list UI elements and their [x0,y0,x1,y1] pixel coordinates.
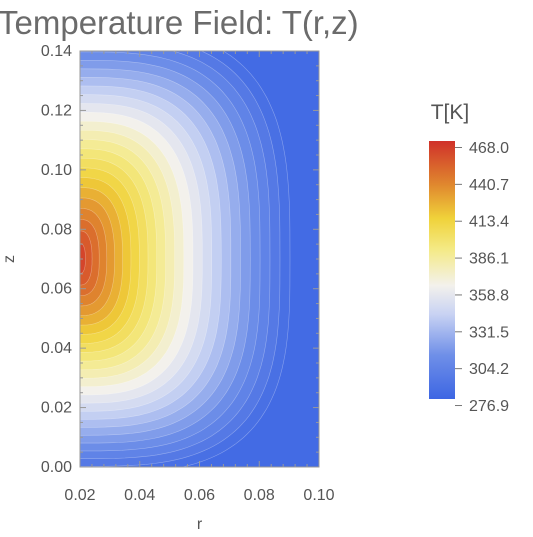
colorbar-tick-label: 413.4 [469,214,509,231]
y-tick-label: 0.08 [41,221,72,238]
y-tick-labels: 0.00 0.02 0.04 0.06 0.08 0.10 0.12 0.14 [41,43,72,476]
x-tick-label: 0.06 [184,487,215,504]
x-tick-label: 0.10 [303,487,334,504]
y-tick-label: 0.14 [41,43,72,60]
contour-band [80,243,86,274]
colorbar-tick-label: 331.5 [469,324,509,341]
x-tick-label: 0.02 [64,487,95,504]
y-tick-label: 0.04 [41,340,72,357]
colorbar-title: T[K] [431,101,470,124]
y-axis-label: z [1,255,18,263]
x-axis-label: r [197,516,203,533]
colorbar-tick-label: 440.7 [469,177,509,194]
y-tick-label: 0.12 [41,102,72,119]
colorbar-tick-label: 276.9 [469,398,509,415]
colorbar-ticks [455,147,462,407]
chart-title: Temperature Field: T(r,z) [0,4,359,41]
colorbar-tick-label: 386.1 [469,251,509,268]
y-tick-label: 0.02 [41,400,72,417]
colorbar-tick-label: 358.8 [469,287,509,304]
x-tick-labels: 0.02 0.04 0.06 0.08 0.10 [64,487,334,504]
colorbar-legend: T[K] 468.0 440.7 413.4 386.1 358.8 331.5… [429,101,509,415]
y-tick-label: 0.06 [41,281,72,298]
colorbar [429,141,455,399]
y-tick-label: 0.10 [41,162,72,179]
temperature-field [80,51,319,467]
x-tick-label: 0.04 [124,487,155,504]
x-tick-label: 0.08 [244,487,275,504]
y-tick-label: 0.00 [41,459,72,476]
colorbar-tick-label: 468.0 [469,140,509,157]
colorbar-tick-label: 304.2 [469,361,509,378]
axis-ticks [79,50,320,468]
